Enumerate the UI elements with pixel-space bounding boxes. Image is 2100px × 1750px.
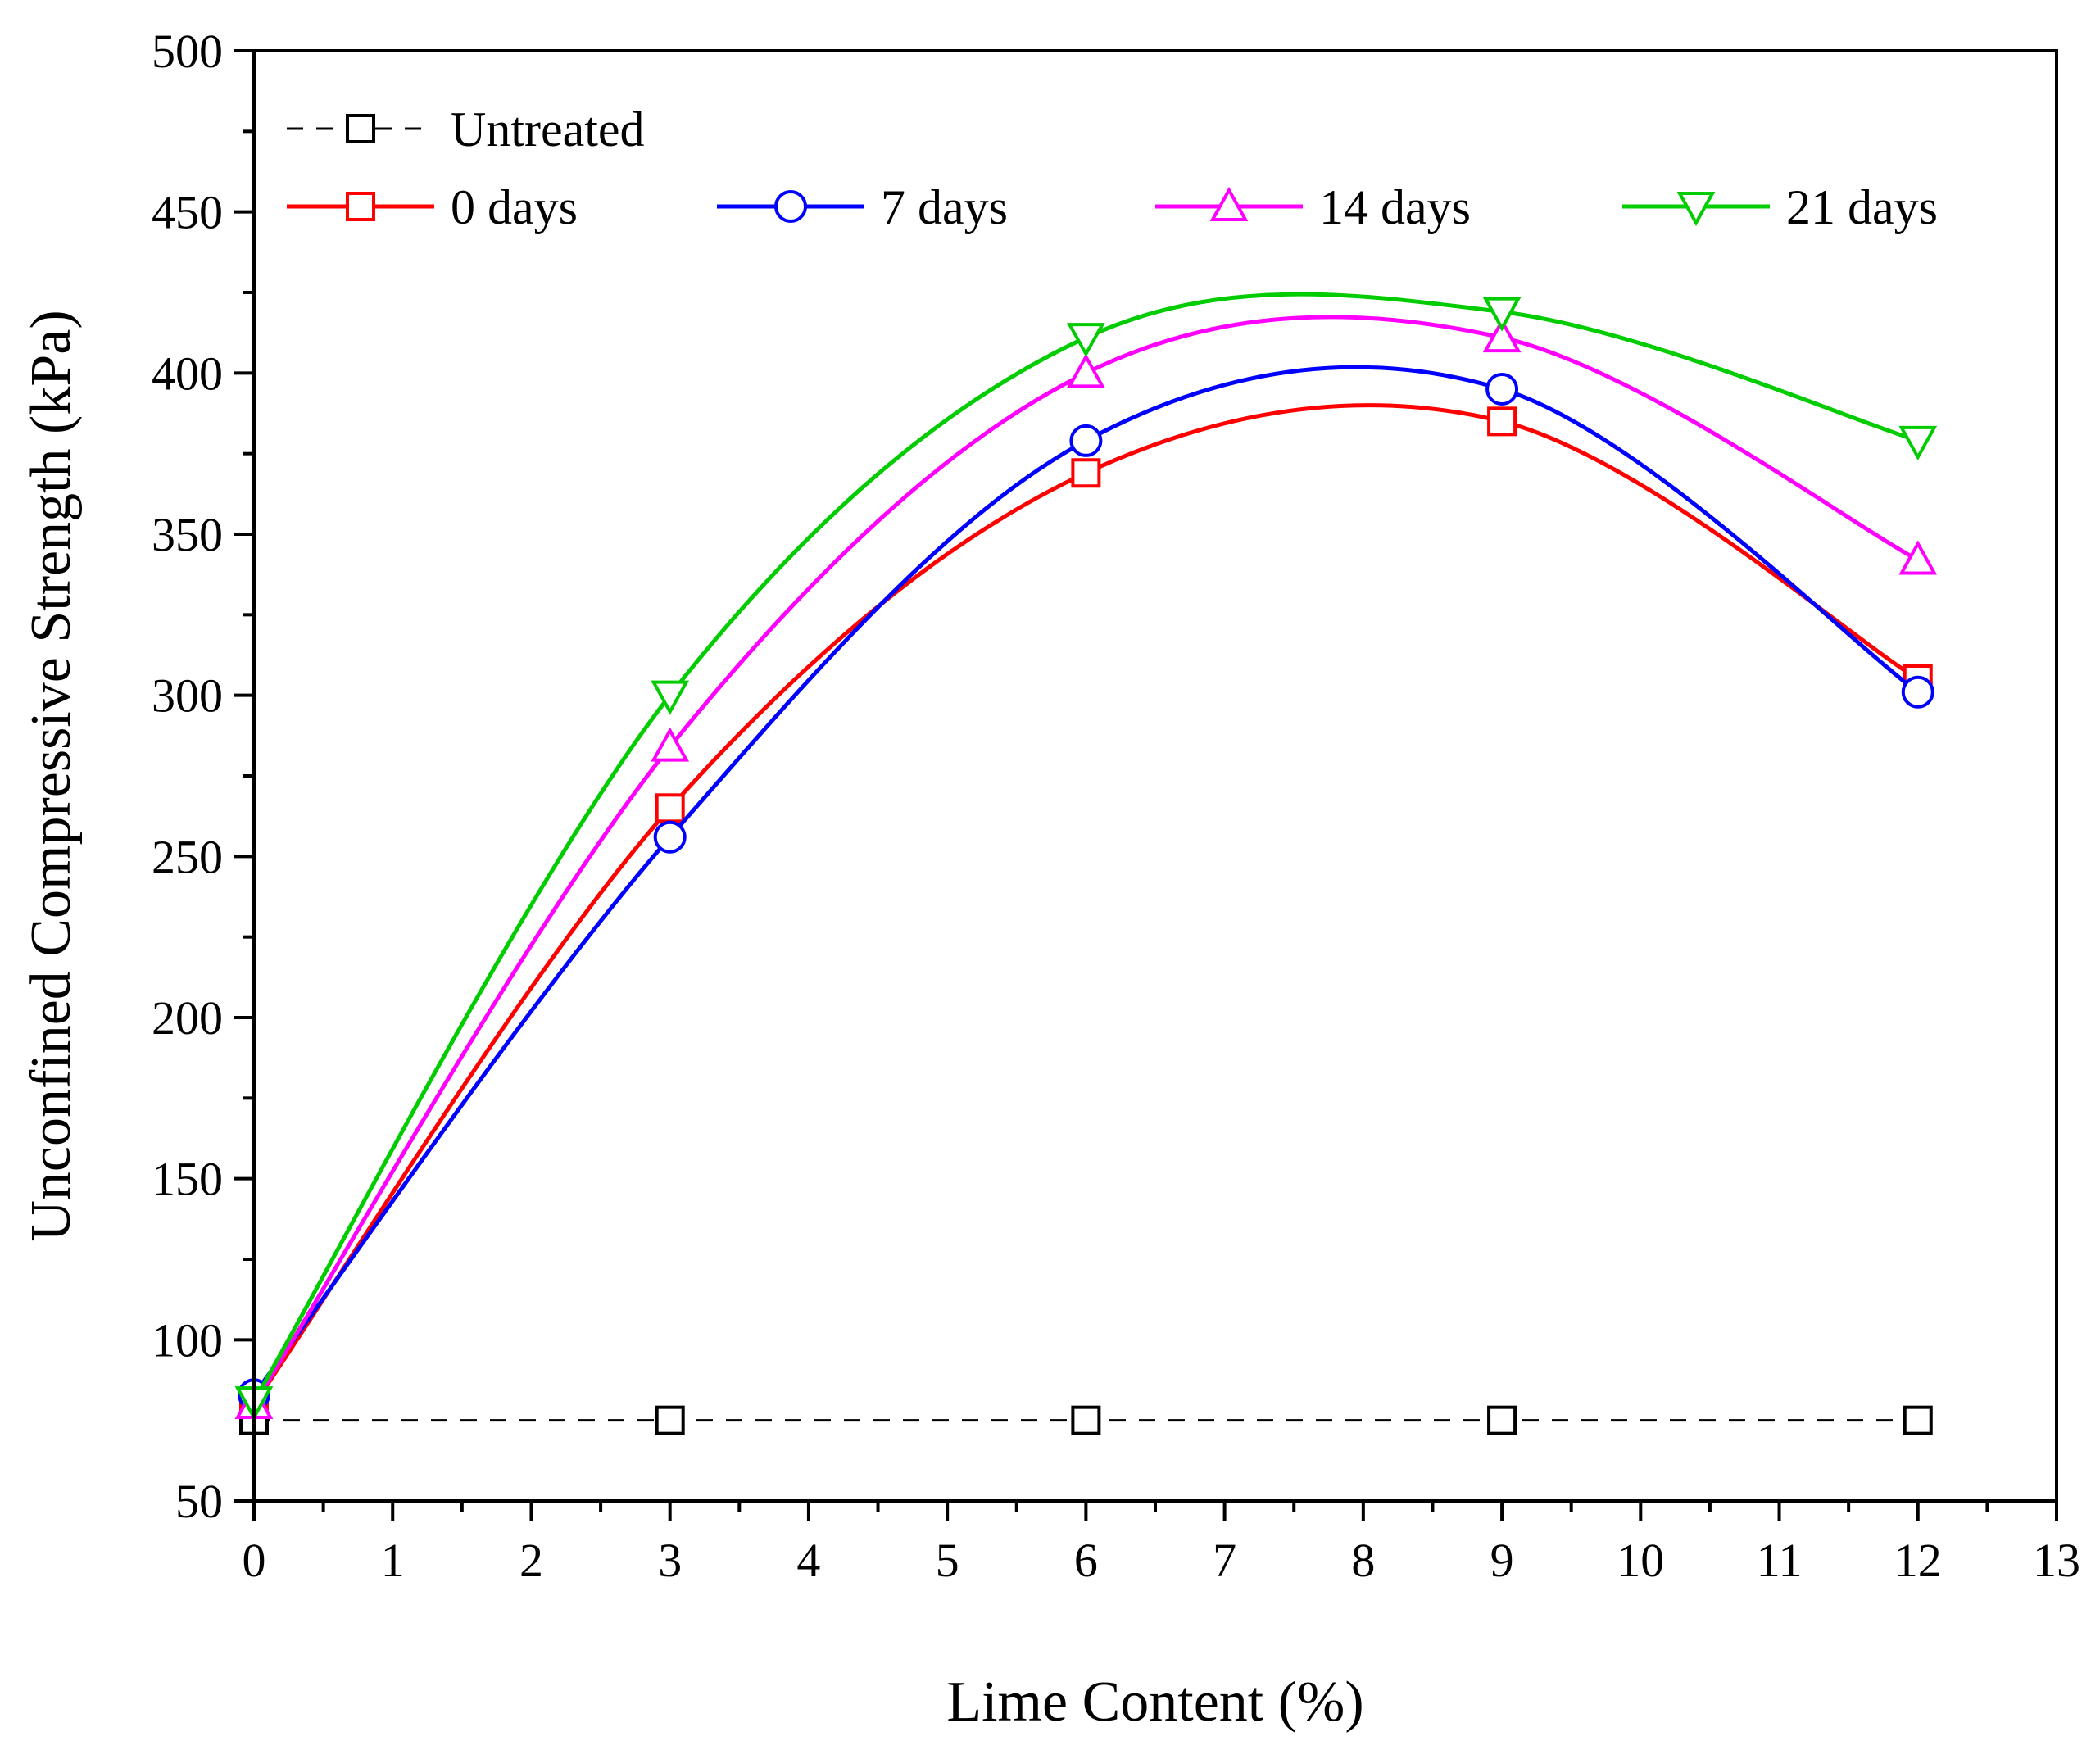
series-line xyxy=(252,315,1919,1406)
data-point xyxy=(1898,425,1938,461)
series-line xyxy=(252,292,1919,1403)
data-point xyxy=(1487,406,1517,437)
legend-item-7-days: 7 days xyxy=(717,180,1008,234)
legend-label: 7 days xyxy=(881,180,1008,234)
data-point xyxy=(655,793,685,823)
data-point xyxy=(1901,675,1934,709)
x-tick-label: 4 xyxy=(796,1534,820,1587)
legend-item-21-days: 21 days xyxy=(1622,180,1938,234)
series-layer xyxy=(234,292,1938,1435)
data-point xyxy=(1485,373,1519,406)
x-tick-label: 0 xyxy=(243,1534,266,1587)
legend-item-0-days: 0 days xyxy=(287,180,578,234)
x-tick-label: 11 xyxy=(1757,1534,1803,1587)
data-point xyxy=(1903,1405,1933,1435)
legend-label: 21 days xyxy=(1786,180,1938,234)
data-point xyxy=(653,820,687,854)
legend-label: 14 days xyxy=(1319,180,1471,234)
x-tick-label: 9 xyxy=(1490,1534,1514,1587)
x-axis-title: Lime Content (%) xyxy=(946,1671,1363,1734)
y-tick-label: 50 xyxy=(175,1475,223,1528)
x-tick-label: 7 xyxy=(1213,1534,1236,1587)
legend-swatch-marker xyxy=(346,114,375,143)
y-tick-label: 300 xyxy=(152,669,223,723)
x-tick-label: 13 xyxy=(2033,1534,2080,1587)
y-tick-label: 450 xyxy=(152,186,223,239)
data-point xyxy=(1898,540,1938,575)
legend-swatch-marker xyxy=(1676,192,1716,227)
data-point xyxy=(1482,317,1522,353)
legend-swatch-marker xyxy=(774,190,807,223)
data-point xyxy=(655,1405,685,1435)
x-tick-label: 10 xyxy=(1617,1534,1664,1587)
x-tick-label: 2 xyxy=(519,1534,543,1587)
legend-swatch-marker xyxy=(1209,186,1249,221)
series-line xyxy=(252,365,1920,1396)
data-point xyxy=(1487,1405,1517,1435)
y-tick-label: 400 xyxy=(152,347,223,400)
plot-frame xyxy=(252,49,2058,1503)
legend-item-untreated: Untreated xyxy=(287,102,645,156)
ticks-layer: 0 1 2 3 4 5 6 7 8 9 10 11 12 135010015020025030035040… xyxy=(152,25,2080,1587)
y-tick-label: 100 xyxy=(152,1313,223,1367)
data-point xyxy=(1482,297,1522,332)
y-tick-label: 150 xyxy=(152,1153,223,1206)
data-point xyxy=(1066,353,1105,388)
y-axis-title: Unconfined Compressive Strength (kPa) xyxy=(20,310,83,1241)
x-tick-label: 8 xyxy=(1351,1534,1375,1587)
legend-item-14-days: 14 days xyxy=(1155,180,1471,234)
series-line xyxy=(252,403,1920,1406)
y-tick-label: 250 xyxy=(152,830,223,883)
x-tick-label: 3 xyxy=(658,1534,682,1587)
x-tick-label: 6 xyxy=(1074,1534,1098,1587)
legend: Untreated 0 days 7 days 14 days 21 days xyxy=(287,102,1938,234)
legend-label: 0 days xyxy=(451,180,578,234)
data-point xyxy=(1069,424,1103,457)
x-tick-label: 1 xyxy=(381,1534,405,1587)
y-tick-label: 500 xyxy=(152,25,223,78)
legend-label: Untreated xyxy=(451,102,645,156)
data-point xyxy=(651,727,690,762)
data-point xyxy=(651,680,690,715)
x-tick-label: 5 xyxy=(936,1534,959,1587)
y-tick-label: 200 xyxy=(152,991,223,1045)
data-point xyxy=(1071,458,1101,488)
legend-swatch-marker xyxy=(346,192,375,221)
data-point xyxy=(1071,1405,1101,1435)
x-tick-label: 12 xyxy=(1894,1534,1942,1587)
y-tick-label: 350 xyxy=(152,508,223,561)
data-point xyxy=(1066,323,1105,358)
